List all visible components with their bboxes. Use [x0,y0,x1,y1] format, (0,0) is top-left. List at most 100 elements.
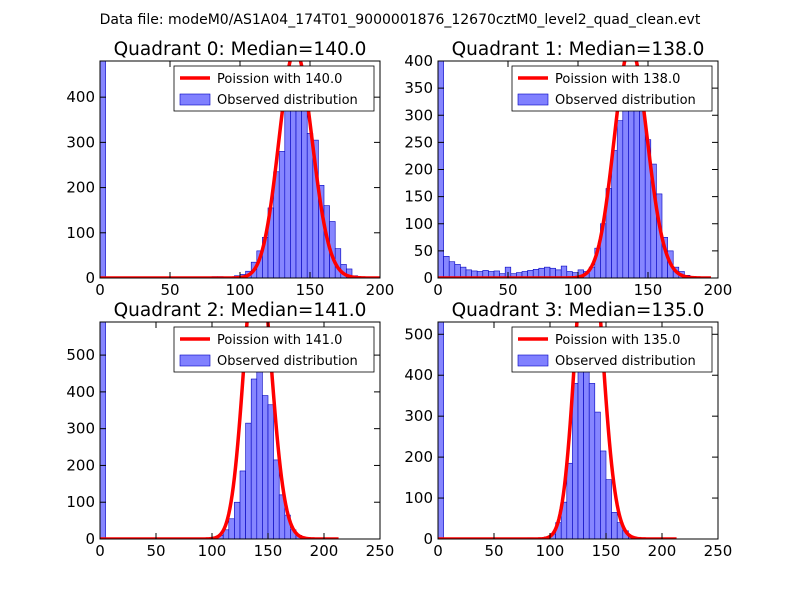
x-tick-label: 150 [592,542,621,560]
x-tick-label: 100 [564,281,593,299]
y-tick-label: 200 [66,456,95,474]
histogram-bar [577,356,584,539]
legend-label-poisson: Poission with 135.0 [555,333,680,348]
histogram-bar [600,450,607,539]
x-tick-label: 50 [160,281,179,299]
figure-suptitle: Data file: modeM0/AS1A04_174T01_90000018… [100,12,701,28]
poisson-curve [438,322,678,539]
x-tick-label: 0 [433,542,443,560]
histogram-bar [262,395,269,539]
histogram-bar [100,61,106,278]
y-tick-label: 300 [66,133,95,151]
x-tick-label: 200 [366,281,395,299]
x-tick-label: 150 [254,542,283,560]
y-tick-label: 0 [85,530,95,548]
y-tick-label: 300 [66,420,95,438]
histogram-bar [301,92,308,278]
x-tick-label: 200 [704,281,733,299]
histogram-bar [572,383,579,539]
x-tick-label: 0 [433,281,443,299]
legend-label-observed: Observed distribution [555,93,696,108]
histogram-bar [284,108,291,278]
x-tick-label: 200 [310,542,339,560]
histogram-bar [306,133,314,278]
x-tick-label: 100 [226,281,255,299]
histogram-bar [278,151,286,278]
legend-bar-swatch [517,354,549,367]
chart-panel-3: 0 50 100 150 200 250 0 100 200 300 400 500 Quadrant … [404,300,733,560]
histogram-bar [239,470,246,539]
plot-area [438,322,678,539]
x-tick-label: 200 [648,542,677,560]
y-tick-label: 400 [404,366,433,384]
y-tick-label: 0 [423,269,433,287]
chart-panel-0: 0 50 100 150 200 0 100 200 300 400 Quadrant 0: Med… [66,39,394,299]
legend: Poission with 135.0 Observed distribution [511,326,713,373]
legend-label-observed: Observed distribution [217,93,358,108]
legend-label-observed: Observed distribution [217,354,358,369]
histogram-bar [228,518,235,539]
x-tick-label: 250 [366,542,395,560]
histogram-bar [100,322,106,539]
histogram-bar [448,261,456,278]
legend-label-observed: Observed distribution [555,354,696,369]
y-tick-label: 500 [66,346,95,364]
legend-label-poisson: Poission with 138.0 [555,72,680,87]
histogram-bar [234,501,241,539]
chart-panel-1: 0 50 100 150 200 0 50 100 150 200 250 300 350 400 Quad… [404,39,732,299]
y-tick-label: 200 [66,179,95,197]
x-tick-label: 50 [146,542,165,560]
legend-bar-swatch [179,93,211,106]
panel-title: Quadrant 2: Median=141.0 [114,300,367,321]
histogram-bar [611,150,618,278]
histogram-bar [633,98,640,278]
histogram-bar [560,265,568,278]
y-tick-label: 350 [404,79,433,97]
legend-label-poisson: Poission with 141.0 [217,333,342,348]
y-tick-label: 150 [404,188,433,206]
histogram-bar [616,120,624,278]
axes-frame [437,321,719,540]
plot-area [438,61,712,278]
histogram-bar [245,422,252,539]
histogram-bar [454,264,461,278]
y-tick-label: 100 [404,215,433,233]
y-tick-label: 400 [66,88,95,106]
histogram-bar [443,255,450,278]
y-tick-label: 200 [404,161,433,179]
y-tick-label: 100 [404,489,433,507]
histogram-bar [605,479,612,539]
y-tick-label: 250 [404,133,433,151]
y-tick-label: 300 [404,106,433,124]
histogram-bar [639,109,646,278]
histogram-bar [611,512,618,539]
y-tick-label: 400 [66,383,95,401]
x-tick-label: 250 [704,542,733,560]
histogram-bar [588,383,596,539]
x-tick-label: 50 [498,281,517,299]
y-tick-label: 100 [66,493,95,511]
histogram-bar [250,378,258,539]
legend-label-poisson: Poission with 140.0 [217,72,342,87]
histogram-bar [438,322,444,539]
y-tick-label: 0 [85,269,95,287]
y-tick-label: 500 [404,325,433,343]
legend: Poission with 138.0 Observed distribution [511,65,713,112]
y-tick-label: 100 [66,224,95,242]
axes-frame [99,321,381,540]
panel-title: Quadrant 1: Median=138.0 [452,39,705,60]
x-tick-label: 0 [95,281,105,299]
panel-title: Quadrant 3: Median=135.0 [452,300,705,321]
plot-area [100,322,340,539]
x-tick-label: 150 [296,281,325,299]
x-tick-label: 0 [95,542,105,560]
histogram-bar [594,411,601,539]
histogram-bar [267,404,274,539]
y-tick-label: 300 [404,407,433,425]
x-tick-label: 150 [634,281,663,299]
x-tick-label: 100 [198,542,227,560]
histogram-bar [273,459,280,539]
panel-title: Quadrant 0: Median=140.0 [114,39,367,60]
